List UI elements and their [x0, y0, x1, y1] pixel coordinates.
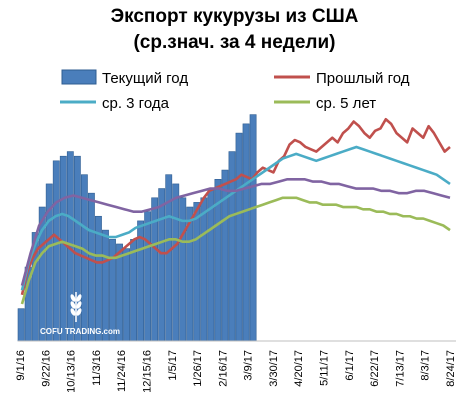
x-tick-label: 6/22/17 — [369, 350, 381, 387]
x-tick-label: 8/3/17 — [420, 350, 432, 381]
bar-current-year — [249, 114, 257, 342]
x-axis-tick-labels: 9/1/16 9/22/16 10/13/16 11/3/16 11/24/16 12/1… — [15, 350, 457, 393]
bar-current-year — [144, 211, 152, 342]
x-tick-label: 3/9/17 — [243, 350, 255, 381]
series-line-прошлый-год — [20, 117, 451, 296]
series-lines — [20, 117, 451, 305]
x-tick-label: 7/13/17 — [394, 350, 406, 387]
series-line-ср.-5-лет — [20, 196, 451, 305]
x-tick-label: 2/16/17 — [217, 350, 229, 387]
wheat-icon — [70, 292, 82, 322]
bar-current-year — [102, 229, 109, 342]
bar-current-year — [130, 239, 138, 342]
bar-current-year — [123, 248, 130, 342]
x-tick-label: 11/24/16 — [116, 350, 128, 392]
watermark-text: COFU TRADING.com — [40, 327, 120, 336]
x-tick-label: 5/11/17 — [319, 350, 331, 386]
x-tick-label: 1/26/17 — [192, 350, 204, 387]
bar-current-year — [235, 132, 243, 342]
watermark-logo: COFU TRADING.com — [40, 292, 120, 336]
legend-label-current-year: Текущий год — [102, 70, 188, 87]
series-line-unlabeled-3 — [20, 178, 451, 286]
x-tick-label: 6/1/17 — [344, 350, 356, 381]
chart-title-line-2: (ср.знач. за 4 недели) — [133, 32, 335, 53]
chart-title-line-1: Экспорт кукурузы из США — [111, 6, 359, 27]
x-tick-label: 10/13/16 — [66, 350, 78, 393]
bar-current-year — [87, 192, 95, 342]
legend-swatch-current-year — [61, 69, 97, 85]
legend-label-5yr-avg: ср. 5 лет — [316, 95, 376, 112]
bar-current-year — [172, 183, 180, 342]
x-tick-label: 12/15/16 — [141, 350, 153, 393]
bar-current-year — [17, 308, 25, 342]
bar-current-year — [207, 188, 215, 342]
legend: Текущий год Прошлый год ср. 3 года ср. 5… — [60, 69, 410, 112]
bar-current-year — [242, 123, 250, 342]
legend-label-last-year: Прошлый год — [316, 70, 410, 87]
bar-current-year — [52, 160, 60, 342]
x-tick-label: 1/5/17 — [167, 350, 179, 381]
x-tick-label: 9/1/16 — [15, 350, 27, 381]
bar-current-year — [193, 202, 201, 342]
x-tick-label: 3/30/17 — [268, 350, 280, 387]
x-tick-label: 11/3/16 — [91, 350, 103, 386]
x-tick-label: 4/20/17 — [293, 350, 305, 387]
bar-current-year — [59, 155, 67, 342]
x-tick-label: 9/22/16 — [40, 350, 52, 387]
x-tick-label: 8/24/17 — [445, 350, 457, 387]
bar-current-year — [200, 197, 208, 342]
legend-label-3yr-avg: ср. 3 года — [102, 95, 170, 112]
bar-current-year — [158, 188, 166, 342]
bar-current-year — [109, 239, 116, 342]
